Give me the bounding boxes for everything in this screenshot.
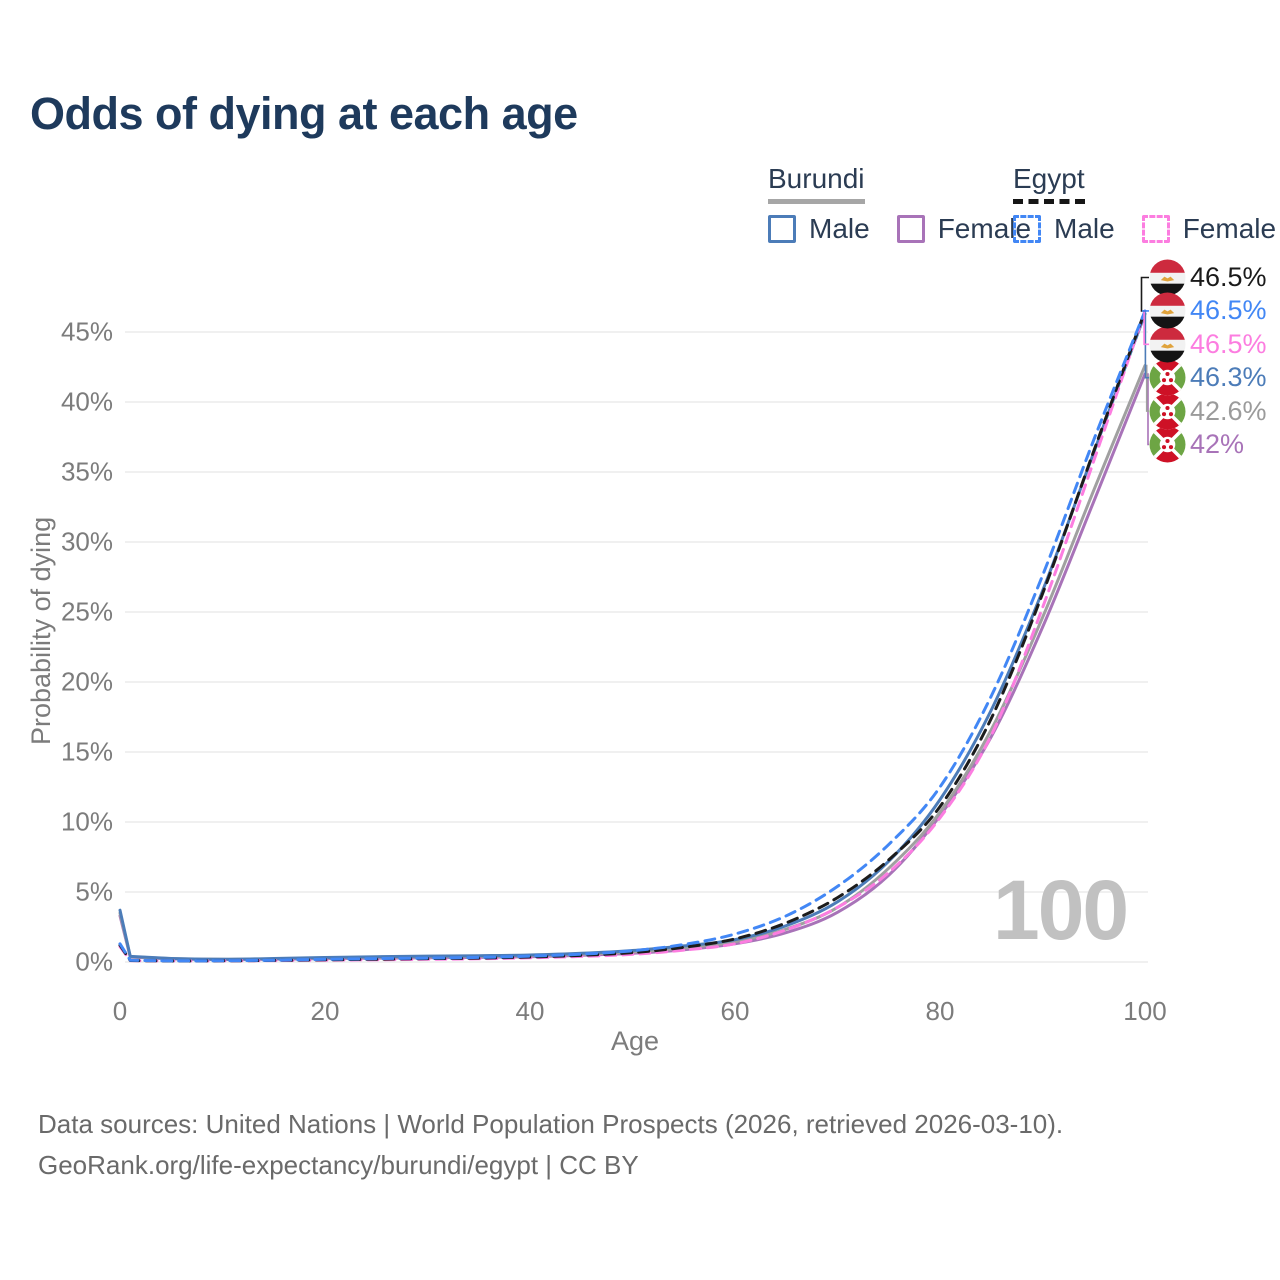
y-tick-label: 35% <box>60 456 113 487</box>
x-tick-label: 0 <box>112 996 128 1026</box>
y-tick-label: 5% <box>75 876 113 907</box>
legend-group-burundi: Burundi Male Female <box>768 163 1031 245</box>
y-tick-label: 25% <box>60 596 113 627</box>
series-line-burundi-male[interactable] <box>118 312 1147 961</box>
end-label-value: 42% <box>1190 429 1245 459</box>
x-tick-label: 60 <box>720 996 750 1026</box>
age-watermark: 100 <box>993 863 1129 957</box>
end-label-egypt-female: 46.5% <box>1149 325 1267 363</box>
x-tick-label: 100 <box>1123 996 1167 1026</box>
end-label-value: 46.3% <box>1190 362 1267 393</box>
legend-swatch-burundi-female[interactable] <box>896 215 925 243</box>
label-connector-egypt-both <box>1140 276 1149 312</box>
x-tick-label: 80 <box>925 996 955 1026</box>
end-label-value: 46.5% <box>1190 295 1267 326</box>
y-axis-title: Probability of dying <box>26 516 56 745</box>
end-label-burundi-both: 42.6% <box>1149 392 1267 430</box>
legend-country-burundi[interactable]: Burundi <box>768 163 865 204</box>
legend-label-egypt-female[interactable]: Female <box>1182 213 1277 244</box>
burundi-flag-icon <box>1149 393 1186 430</box>
y-tick-label: 20% <box>60 666 113 697</box>
egypt-flag-icon <box>1149 292 1186 329</box>
burundi-flag-icon <box>1149 426 1186 463</box>
legend-swatch-burundi-male[interactable] <box>768 215 796 243</box>
y-tick-label: 30% <box>60 526 113 557</box>
series-line-egypt-both[interactable] <box>118 309 1147 963</box>
y-tick-label: 10% <box>60 806 113 837</box>
y-tick-label: 40% <box>60 386 113 417</box>
label-connector-burundi-male <box>1144 313 1149 379</box>
end-label-egypt-male: 46.5% <box>1149 292 1267 330</box>
footer-sources: Data sources: United Nations | World Pop… <box>38 1109 1064 1139</box>
y-tick-label: 45% <box>60 316 113 347</box>
end-label-value: 46.5% <box>1190 328 1267 359</box>
y-tick-label: 15% <box>60 736 113 767</box>
legend-label-burundi-male[interactable]: Male <box>809 213 870 244</box>
label-connector-burundi-both <box>1145 364 1149 412</box>
end-label-value: 46.5% <box>1190 262 1267 292</box>
legend-swatch-egypt-male[interactable] <box>1013 215 1041 243</box>
burundi-flag-icon <box>1149 359 1186 396</box>
legend-country-egypt[interactable]: Egypt <box>1013 163 1085 204</box>
series-line-egypt-female[interactable] <box>118 309 1147 963</box>
x-tick-label: 40 <box>515 996 545 1026</box>
footer-attribution: GeoRank.org/life-expectancy/burundi/egyp… <box>38 1150 639 1180</box>
legend-label-egypt-male[interactable]: Male <box>1054 213 1115 244</box>
series-line-burundi-both[interactable] <box>118 364 1147 961</box>
x-tick-label: 20 <box>310 996 340 1026</box>
legend-group-egypt: Egypt Male Female <box>1013 163 1276 245</box>
series-line-egypt-male[interactable] <box>118 309 1147 963</box>
series-line-burundi-female[interactable] <box>118 372 1147 961</box>
y-tick-label: 0% <box>75 946 113 977</box>
end-label-burundi-male: 46.3% <box>1149 359 1267 397</box>
plot-area[interactable] <box>0 0 1280 1080</box>
end-label-egypt-both: 46.5% <box>1149 259 1267 297</box>
footer: Data sources: United Nations | World Pop… <box>38 1104 1063 1186</box>
egypt-flag-icon <box>1149 326 1186 363</box>
x-axis-title: Age <box>610 1026 660 1056</box>
egypt-flag-icon <box>1149 259 1186 296</box>
end-label-burundi-female: 42% <box>1149 426 1244 464</box>
legend-swatch-egypt-female[interactable] <box>1141 215 1170 243</box>
page-title: Odds of dying at each age <box>30 88 578 139</box>
end-label-value: 42.6% <box>1190 395 1267 426</box>
